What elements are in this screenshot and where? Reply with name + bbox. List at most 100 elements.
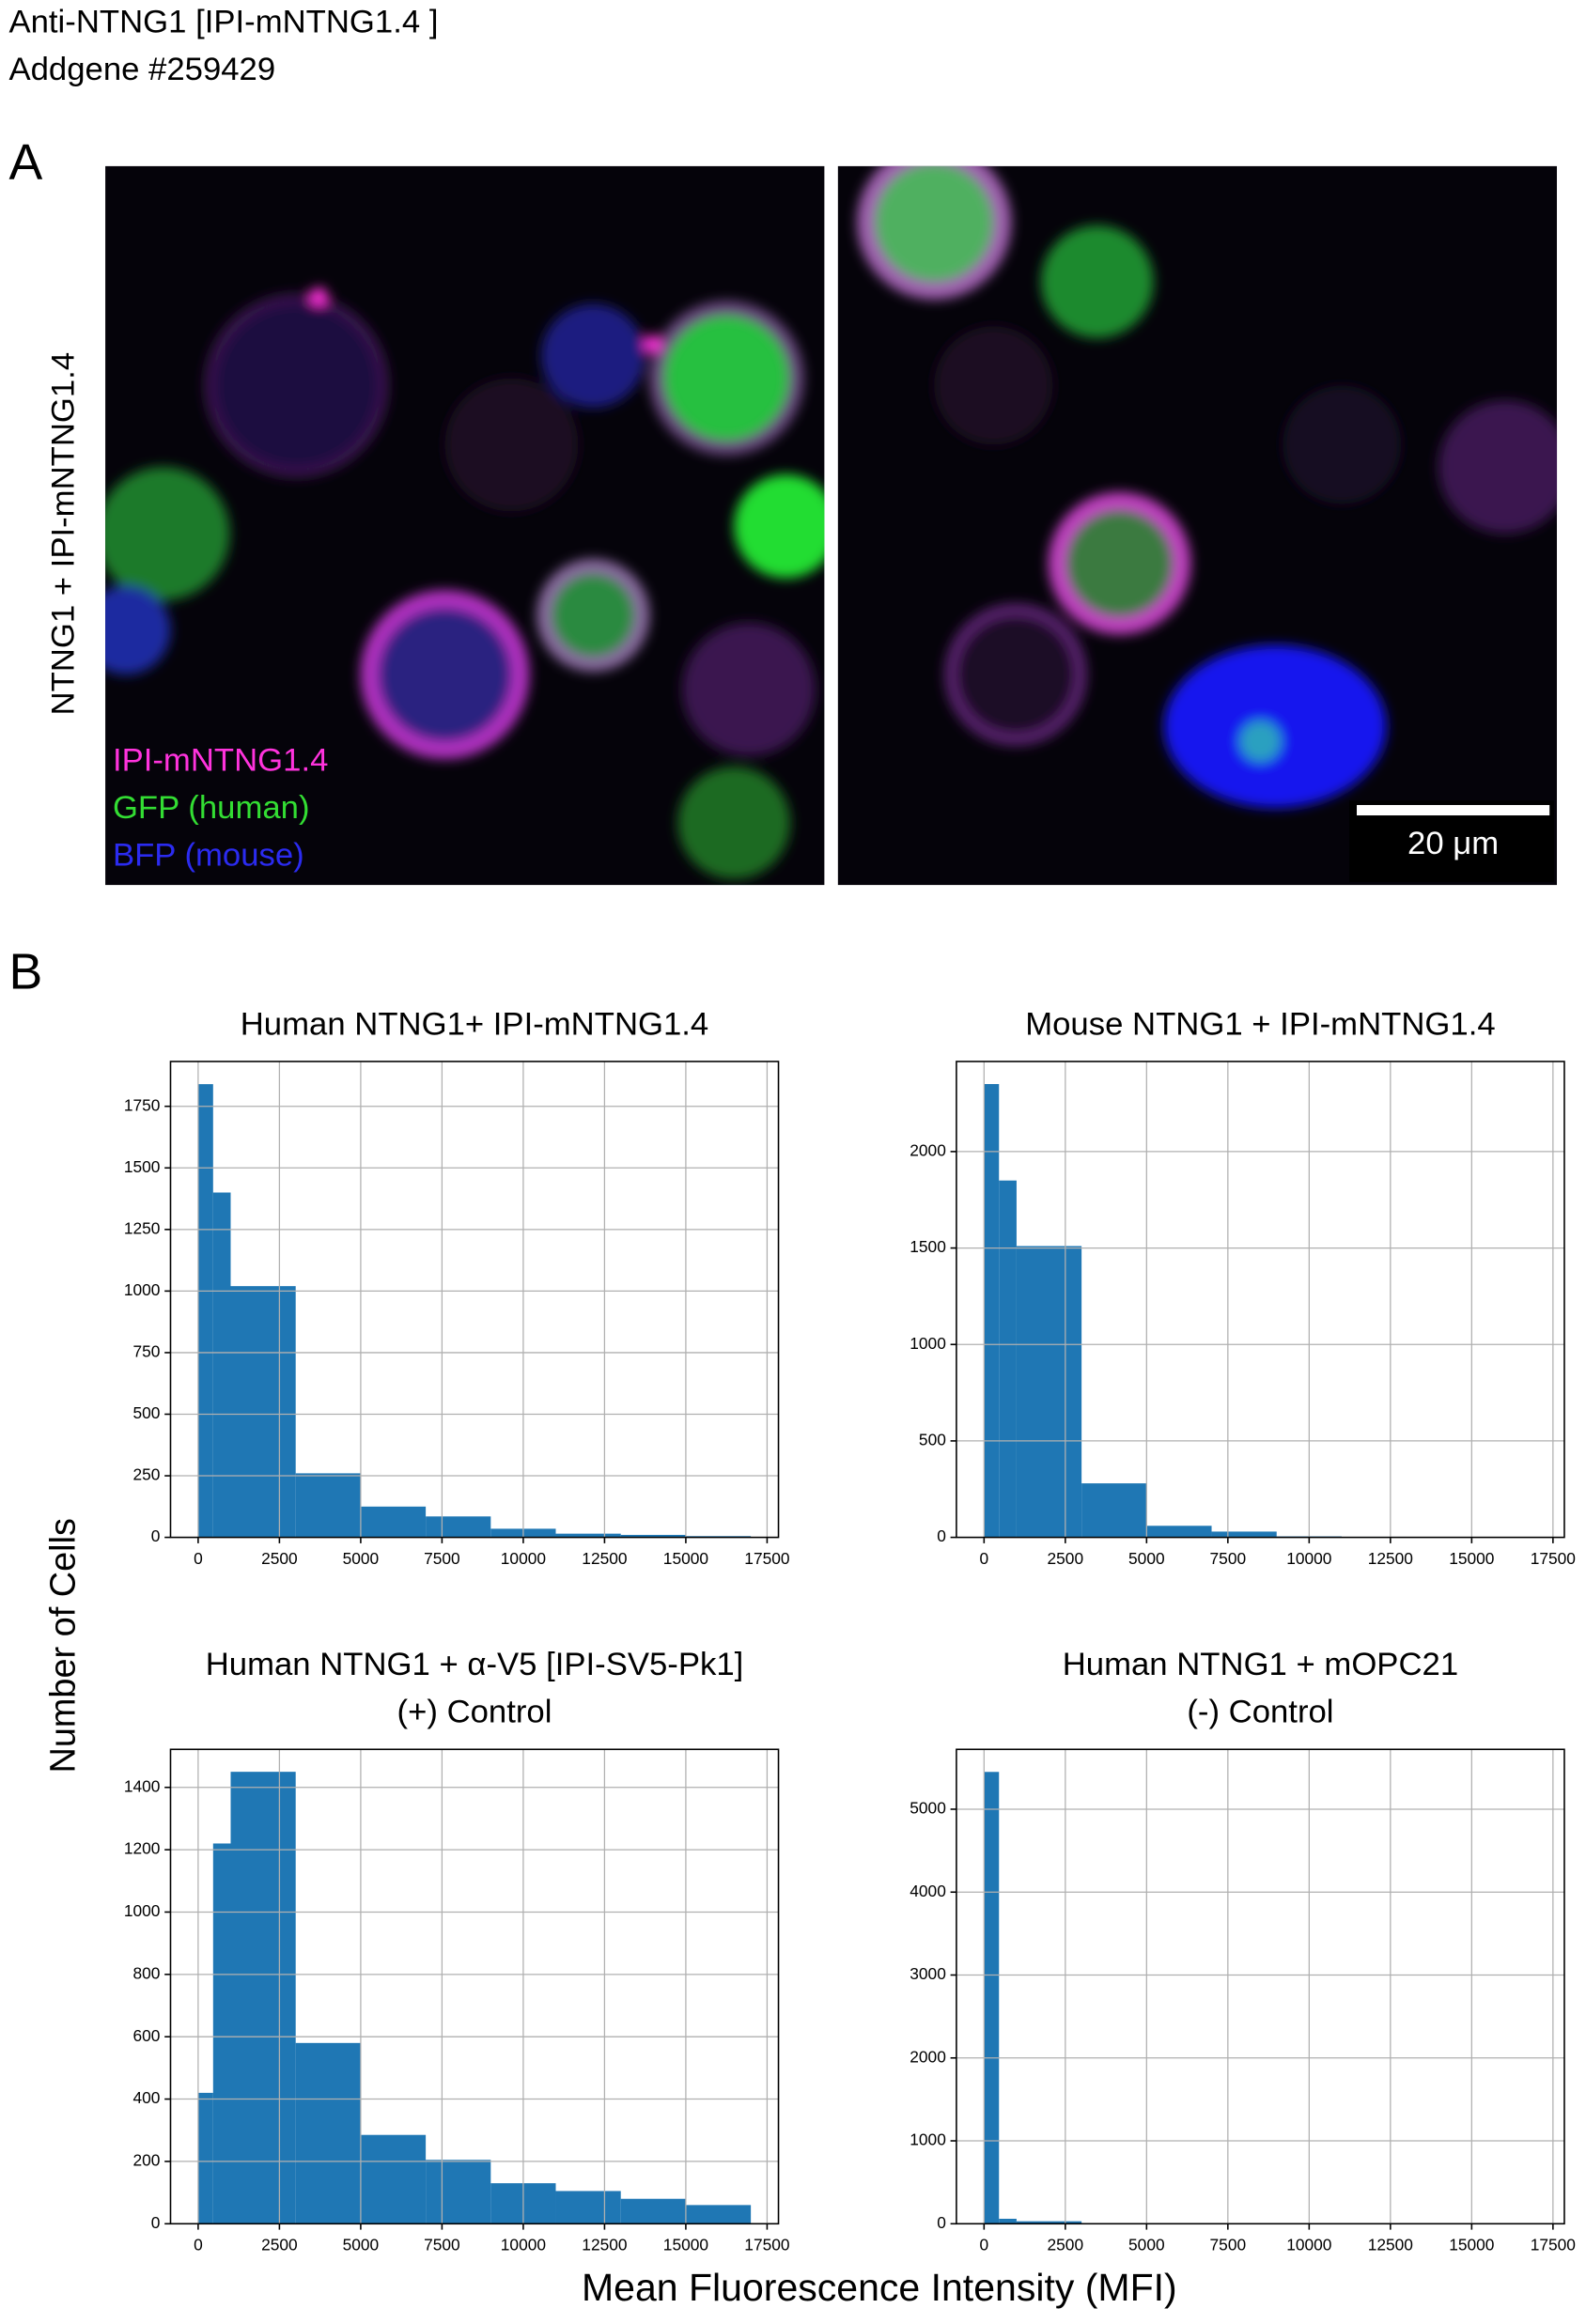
y-tick-label: 3000 [910, 1964, 946, 1983]
bar [555, 1533, 621, 1538]
bar [295, 2042, 361, 2224]
bar [1146, 1526, 1212, 1538]
x-tick-label: 5000 [343, 2236, 380, 2254]
y-tick-label: 1750 [124, 1095, 161, 1114]
x-tick-label: 7500 [424, 2236, 460, 2254]
side-label: NTNG1 + IPI-mNTNG1.4 [46, 352, 82, 716]
bar [197, 2092, 213, 2224]
y-tick-label: 1000 [124, 1280, 161, 1299]
y-tick-label: 200 [133, 2150, 161, 2169]
y-tick-label: 400 [133, 2088, 161, 2107]
x-tick-label: 7500 [1210, 2236, 1247, 2254]
chart-title: Human NTNG1 + α-V5 [IPI-SV5-Pk1] [206, 1647, 744, 1682]
x-tick-label: 17500 [1531, 1549, 1576, 1568]
micrograph-legend: IPI-mNTNG1.4 GFP (human) BFP (mouse) [113, 742, 328, 873]
bar [230, 1772, 296, 2224]
y-tick-label: 500 [133, 1403, 161, 1422]
x-tick-label: 0 [194, 2236, 203, 2254]
x-tick-label: 15000 [1449, 2236, 1494, 2254]
bar [685, 2205, 752, 2224]
x-tick-label: 7500 [424, 1549, 460, 1568]
y-tick-label: 2000 [910, 2047, 946, 2066]
legend-entry: IPI-mNTNG1.4 [113, 742, 328, 778]
bar [555, 2191, 621, 2224]
bar [360, 2134, 427, 2224]
chart-title: Human NTNG1 + mOPC21 [1063, 1647, 1458, 1682]
x-tick-label: 10000 [501, 1549, 546, 1568]
bar [620, 2198, 686, 2224]
x-tick-label: 12500 [582, 1549, 627, 1568]
bar [426, 1516, 491, 1538]
legend-entry: BFP (mouse) [113, 837, 304, 873]
micrograph [837, 165, 1558, 886]
bar [984, 1772, 1000, 2224]
y-tick-label: 750 [133, 1342, 161, 1361]
x-tick-label: 2500 [261, 2236, 298, 2254]
y-tick-label: 250 [133, 1465, 161, 1484]
y-tick-label: 800 [133, 1963, 161, 1982]
x-tick-label: 0 [194, 1549, 203, 1568]
x-tick-label: 12500 [1368, 1549, 1413, 1568]
header-title: Anti-NTNG1 [IPI-mNTNG1.4 ] [8, 4, 438, 39]
x-tick-label: 0 [979, 2236, 988, 2254]
x-tick-label: 15000 [1449, 1549, 1494, 1568]
bar [984, 1084, 1000, 1538]
plot-frame [169, 1061, 780, 1539]
y-tick-label: 600 [133, 2026, 161, 2045]
bar [295, 1473, 361, 1538]
plot-frame [169, 1748, 780, 2225]
x-tick-label: 10000 [1286, 2236, 1331, 2254]
micrograph [105, 165, 825, 886]
plot-frame [956, 1061, 1565, 1539]
x-tick-label: 0 [979, 1549, 988, 1568]
panel-label: A [8, 134, 42, 191]
x-tick-label: 15000 [663, 1549, 708, 1568]
x-tick-label: 2500 [1048, 1549, 1084, 1568]
y-tick-label: 0 [937, 1526, 946, 1545]
bar [1081, 1483, 1147, 1538]
y-tick-label: 500 [919, 1430, 946, 1449]
x-tick-label: 5000 [1128, 1549, 1165, 1568]
scale-bar-label: 20 μm [1407, 826, 1499, 861]
x-tick-label: 5000 [1128, 2236, 1165, 2254]
y-tick-label: 5000 [910, 1799, 946, 1818]
y-tick-label: 2000 [910, 1140, 946, 1159]
chart-title: Human NTNG1+ IPI-mNTNG1.4 [241, 1006, 709, 1042]
x-tick-label: 17500 [744, 1549, 789, 1568]
y-tick-label: 0 [151, 1526, 161, 1545]
y-tick-label: 1500 [124, 1157, 161, 1176]
bar [360, 1506, 427, 1538]
bar [1016, 2221, 1082, 2224]
x-tick-label: 7500 [1210, 1549, 1247, 1568]
y-tick-label: 0 [937, 2213, 946, 2232]
bar [999, 1180, 1017, 1538]
y-tick-label: 1250 [124, 1218, 161, 1237]
bar [212, 1192, 231, 1538]
x-tick-label: 10000 [1286, 1549, 1331, 1568]
y-tick-label: 1000 [910, 1334, 946, 1353]
y-tick-label: 1400 [124, 1776, 161, 1795]
chart-subtitle: (-) Control [1187, 1695, 1333, 1730]
y-tick-label: 1500 [910, 1237, 946, 1256]
chart-title: Mouse NTNG1 + IPI-mNTNG1.4 [1025, 1006, 1495, 1042]
x-tick-label: 2500 [261, 1549, 298, 1568]
y-tick-label: 0 [151, 2213, 161, 2232]
bar [212, 1843, 231, 2224]
x-tick-label: 17500 [744, 2236, 789, 2254]
y-tick-label: 1000 [124, 1901, 161, 1920]
x-tick-label: 17500 [1531, 2236, 1576, 2254]
y-tick-label: 4000 [910, 1882, 946, 1900]
bar [426, 2160, 491, 2224]
y-tick-label: 1200 [124, 1839, 161, 1858]
x-tick-label: 12500 [1368, 2236, 1413, 2254]
x-tick-label: 15000 [663, 2236, 708, 2254]
divider [824, 165, 838, 886]
x-tick-label: 2500 [1048, 2236, 1084, 2254]
plot-frame [956, 1748, 1565, 2225]
x-tick-label: 5000 [343, 1549, 380, 1568]
header-subtitle: Addgene #259429 [8, 52, 275, 87]
bar [620, 1534, 686, 1538]
bar [230, 1286, 296, 1538]
bar [999, 2218, 1017, 2224]
